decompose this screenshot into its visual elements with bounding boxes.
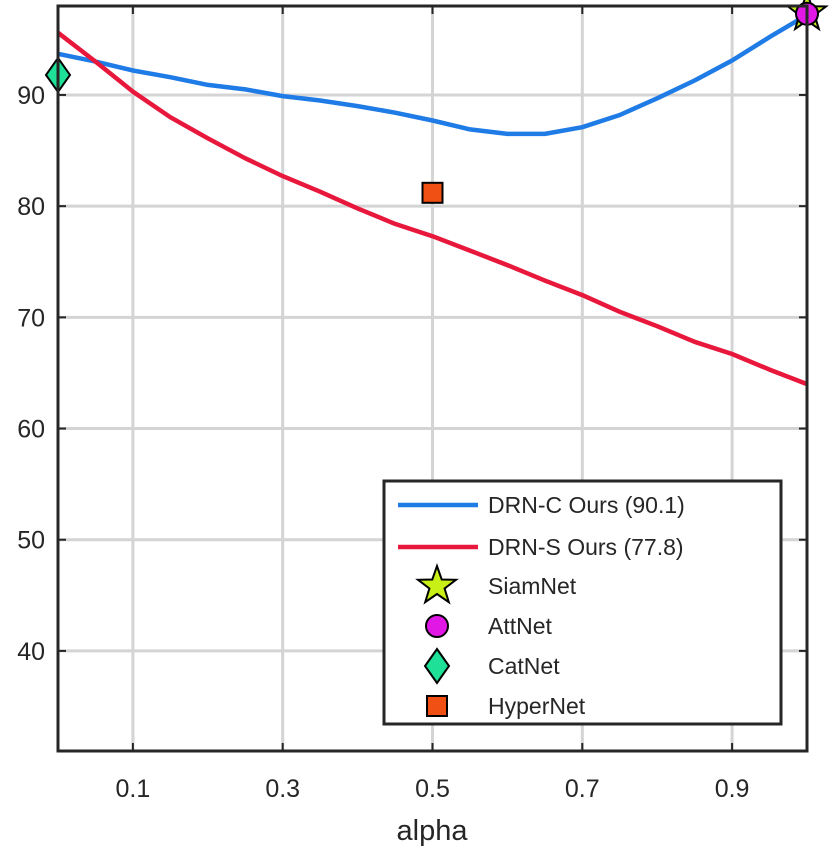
legend-label-attnet: AttNet: [488, 613, 553, 639]
legend-swatch-siamnet: [415, 562, 459, 605]
series-line-drn-c-ours-90-1: [57, 12, 809, 137]
series-line-drn-s-ours-77-8: [56, 30, 808, 387]
y-tick-label: 40: [17, 638, 45, 666]
y-tick-label: 70: [17, 304, 45, 332]
x-tick-label: 0.5: [415, 775, 450, 803]
y-tick-label: 60: [17, 416, 45, 444]
legend-label-hypernet: HyperNet: [488, 693, 586, 719]
x-tick-label: 0.1: [116, 775, 151, 803]
axis-ticks: 0.1 0.3 0.5 0.7 0.9 40 50 60 70 80 90: [17, 6, 807, 803]
x-tick-label: 0.3: [265, 775, 300, 803]
y-tick-label: 90: [17, 82, 45, 110]
legend-swatch-catnet: [423, 647, 451, 685]
series-layer: [56, 12, 809, 387]
y-tick-label: 80: [17, 193, 45, 221]
legend: DRN-C Ours (90.1) DRN-S Ours (77.8) SiamNe…: [382, 479, 783, 726]
legend-label-drn-s-ours-77-8: DRN-S Ours (77.8): [488, 534, 684, 560]
legend-label-siamnet: SiamNet: [488, 573, 577, 599]
y-tick-label: 50: [17, 527, 45, 555]
legend-swatch-hypernet: [426, 695, 448, 717]
legend-swatch-attnet: [425, 614, 449, 638]
x-tick-label: 0.7: [565, 775, 600, 803]
x-axis-label: alpha: [397, 815, 469, 847]
legend-box: [382, 479, 783, 726]
legend-label-catnet: CatNet: [488, 653, 560, 679]
marker-hypernet: [421, 181, 444, 204]
grid-lines: [58, 6, 807, 751]
legend-label-drn-c-ours-90-1: DRN-C Ours (90.1): [488, 492, 685, 518]
x-tick-label: 0.9: [715, 775, 750, 803]
